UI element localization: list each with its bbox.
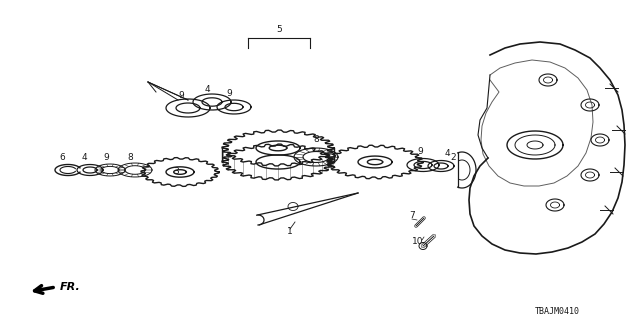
Text: 9: 9 [103, 153, 109, 162]
Text: 9: 9 [178, 91, 184, 100]
Text: 6: 6 [59, 153, 65, 162]
Text: 9: 9 [417, 148, 423, 156]
Text: 4: 4 [81, 153, 87, 162]
Text: 3: 3 [173, 167, 179, 177]
Text: FR.: FR. [60, 282, 81, 292]
Text: TBAJM0410: TBAJM0410 [535, 308, 580, 316]
Text: 1: 1 [287, 228, 293, 236]
Text: 8: 8 [313, 135, 319, 145]
Text: 10: 10 [412, 237, 424, 246]
Text: 7: 7 [409, 212, 415, 220]
Text: 9: 9 [226, 90, 232, 99]
Text: 4: 4 [204, 84, 210, 93]
Text: 8: 8 [127, 154, 133, 163]
Text: 4: 4 [444, 148, 450, 157]
Text: 5: 5 [276, 26, 282, 35]
Text: 2: 2 [450, 154, 456, 163]
